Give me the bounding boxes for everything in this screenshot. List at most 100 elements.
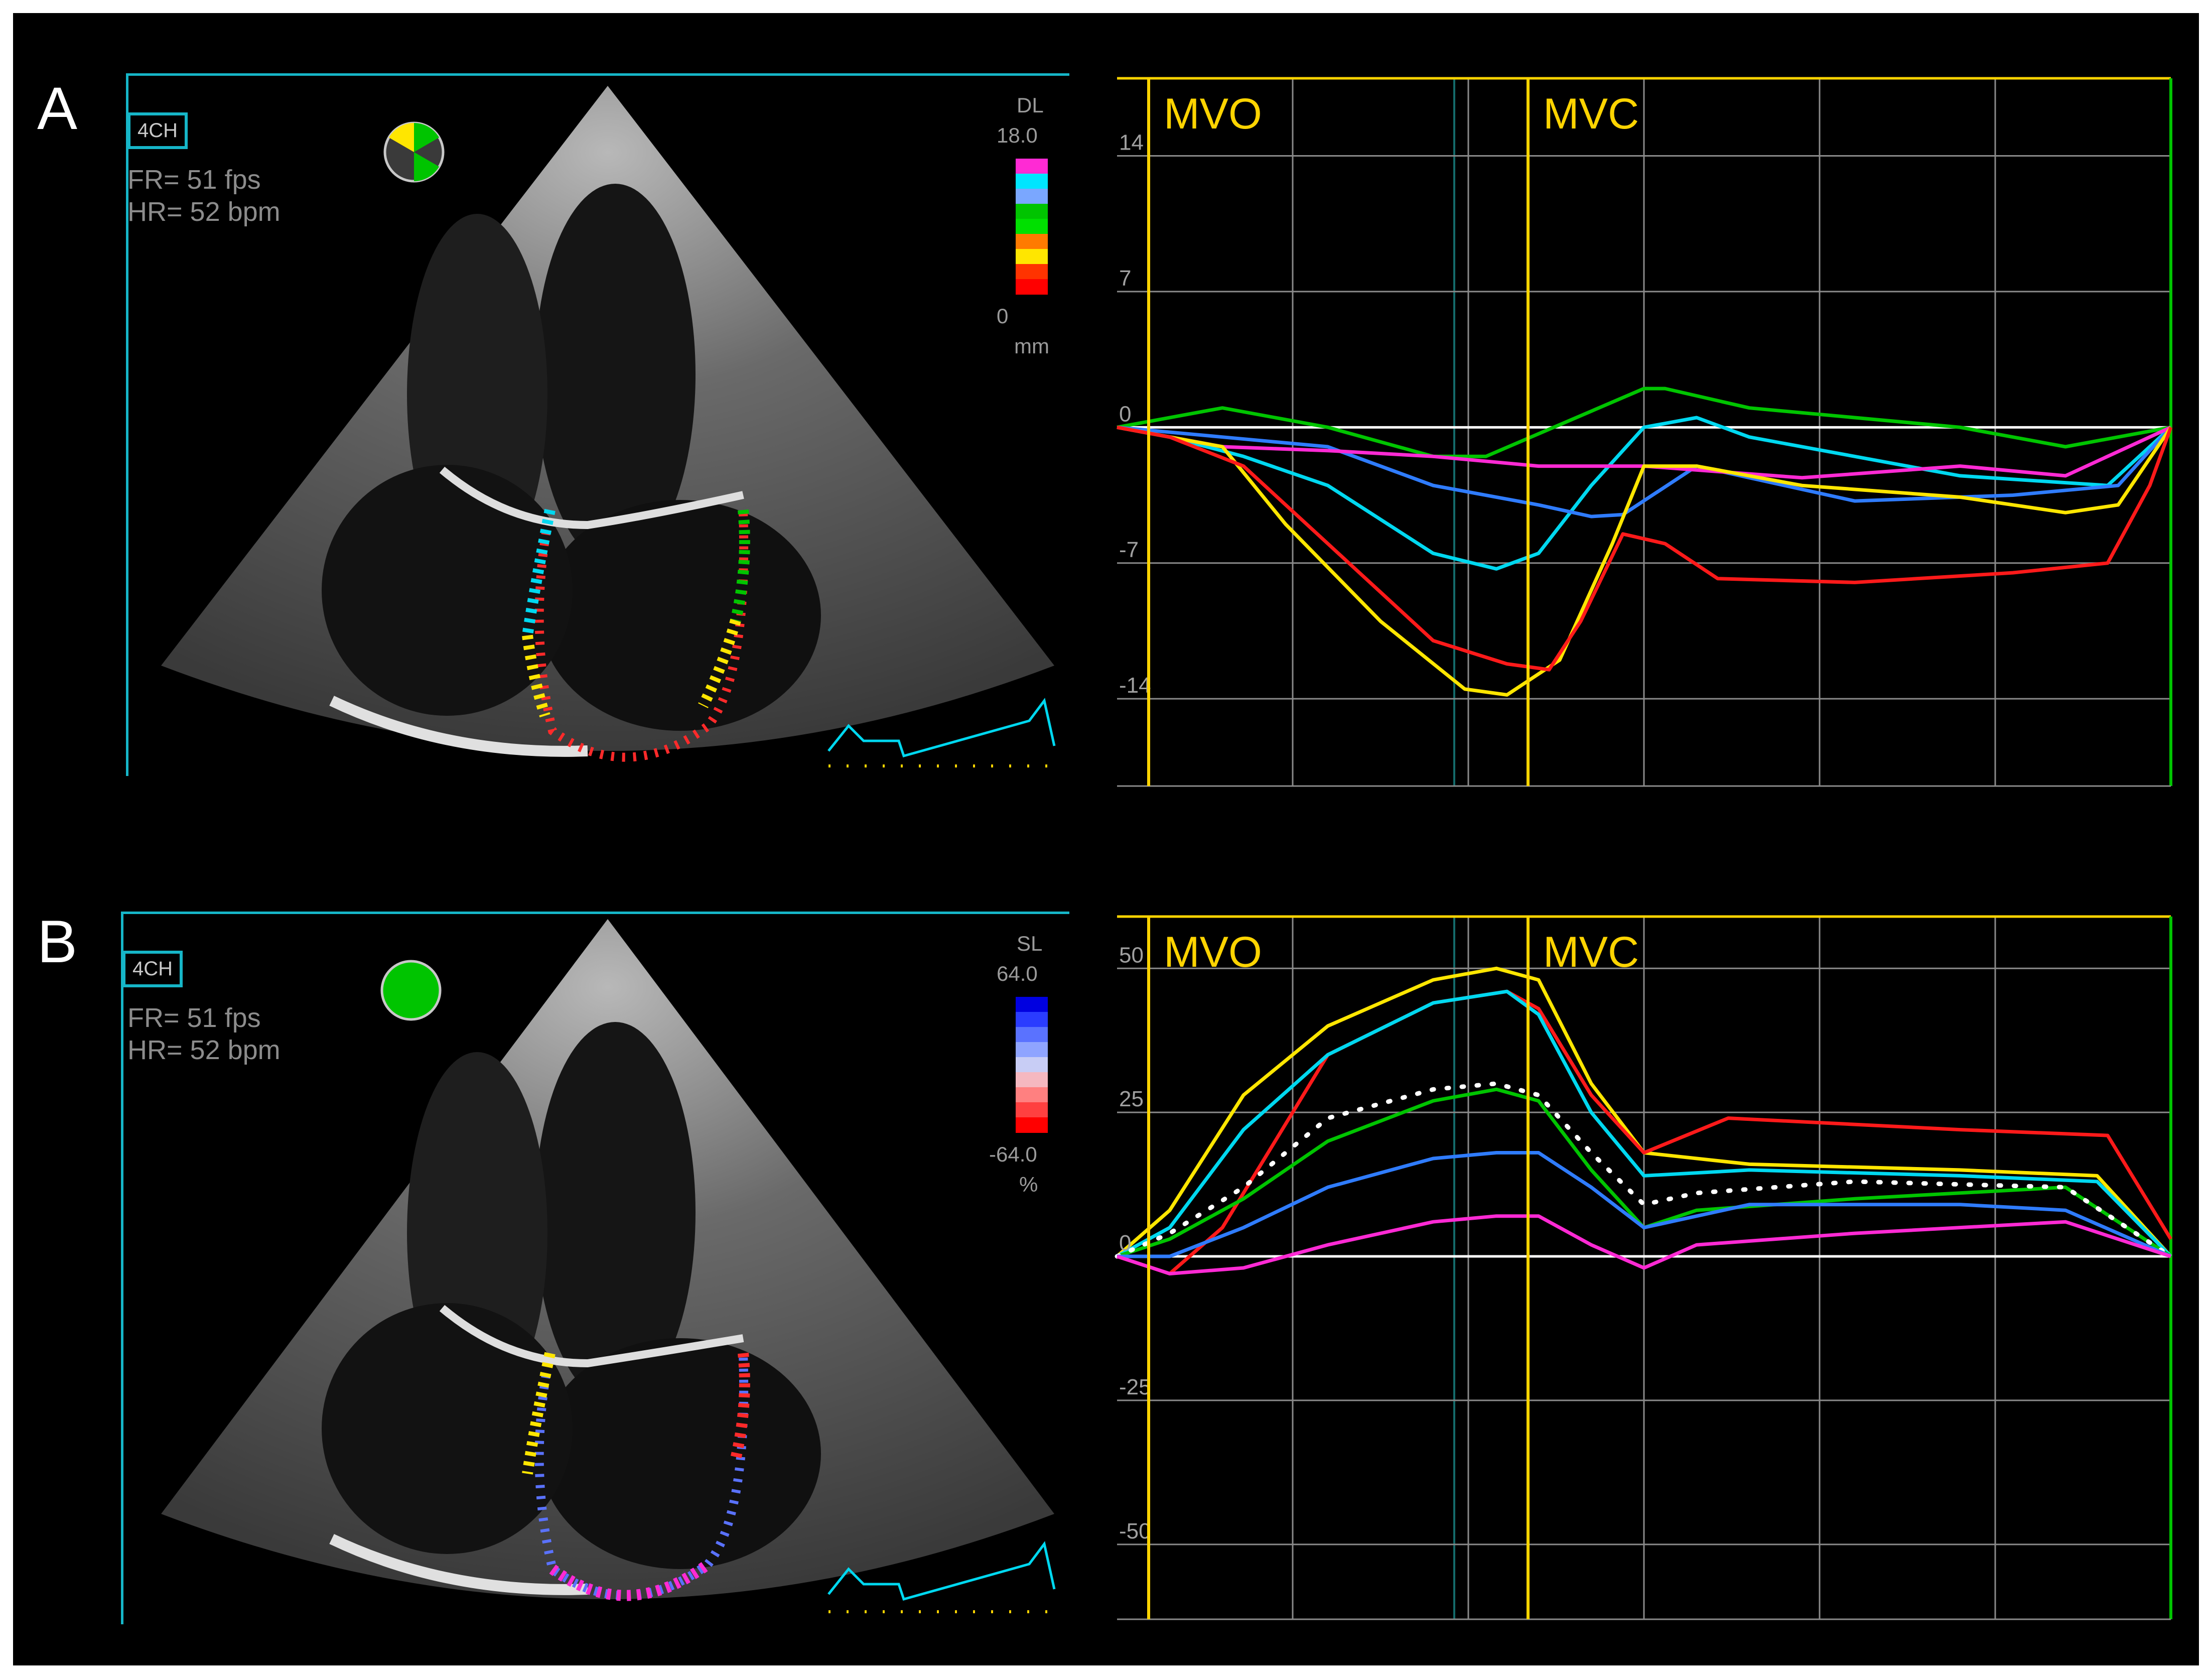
view-tag: 4CH (122, 951, 183, 987)
echo-frame (126, 73, 1069, 776)
tracking-contour-septal (522, 508, 556, 636)
event-markers: MVO MVC (1147, 78, 1639, 786)
series-line (1116, 966, 2172, 1258)
y-tick-label: -50 (1119, 1519, 1151, 1543)
y-tick-label: 25 (1119, 1087, 1144, 1111)
scale-unit: mm (1014, 334, 1049, 358)
color-scale-swatch (1016, 1027, 1048, 1043)
series-line (1116, 989, 2172, 1275)
y-tick-label: 0 (1119, 402, 1131, 426)
color-scale-swatch (1016, 997, 1048, 1012)
color-scale-swatch (1016, 1057, 1048, 1073)
tick-labels: 50 25 0 -25 -50 (1119, 943, 1151, 1543)
color-scale-swatch (1016, 1102, 1048, 1118)
echo-image (161, 919, 1056, 1613)
figure-canvas: A (13, 13, 2199, 1665)
tracking-contour-septal-basal (522, 634, 550, 718)
scale-bottom-value: 0 (997, 304, 1009, 328)
scale-name: DL (1017, 93, 1044, 117)
tracking-contour-lateral (730, 509, 750, 622)
left-atrium-cavity (540, 500, 821, 731)
event-markers: MVO MVC (1147, 917, 1639, 1619)
color-scale-swatch (1016, 1087, 1048, 1103)
ecg-trace (827, 1541, 1056, 1601)
series-line (1117, 425, 2172, 480)
echo-view-b: 4CH FR= 51 fps HR= 52 bpm SL 64.0 -64.0 … (121, 912, 1069, 1624)
mvo-label: MVO (1164, 90, 1262, 138)
echo-view-a: 4CH FR= 51 fps HR= 52 bpm DL 18.0 0 mm (126, 73, 1069, 776)
left-ventricle-cavity (535, 1022, 696, 1403)
y-tick-label: -14 (1119, 673, 1151, 698)
right-atrium-cavity (322, 465, 573, 716)
heart-rate-label: HR= 52 bpm (127, 1035, 281, 1065)
series-line (1116, 1214, 2172, 1275)
panel-label-b: B (37, 908, 78, 975)
segment-wheel-slice (414, 123, 439, 152)
series-line (1116, 989, 2172, 1258)
strain-graph-b: 50 25 0 -25 -50 MVO MVC (1115, 915, 2173, 1620)
y-tick-label: -25 (1119, 1375, 1151, 1399)
scale-top-value: 64.0 (997, 962, 1038, 985)
color-scale-swatch (1016, 1042, 1048, 1058)
series-line (1117, 1151, 2172, 1258)
y-tick-label: 0 (1119, 1231, 1131, 1255)
mvc-label: MVC (1543, 928, 1639, 976)
series-line (1117, 425, 2173, 672)
ecg-trace (827, 698, 1056, 758)
grid (1117, 915, 2172, 1620)
scale-name: SL (1017, 932, 1043, 955)
color-scale-swatch (1016, 219, 1048, 234)
y-tick-label: 50 (1119, 943, 1144, 967)
heart-rate-label: HR= 52 bpm (127, 197, 281, 227)
frame-rate-label: FR= 51 fps (127, 165, 261, 195)
tracking-contour-lateral-basal (698, 619, 741, 708)
segment-wheel-icon (380, 960, 442, 1021)
mvo-label: MVO (1164, 928, 1262, 976)
endocardial-wall (329, 696, 588, 757)
valve-plane (439, 466, 744, 530)
grid (1117, 77, 2172, 787)
y-tick-label: -7 (1119, 538, 1139, 562)
y-tick-label: 7 (1119, 266, 1131, 291)
color-scale-swatch (1016, 234, 1048, 249)
panel-label-a: A (37, 75, 78, 142)
endocardial-wall (329, 1534, 588, 1595)
series-layer (1115, 966, 2173, 1275)
color-scale-bar (1016, 159, 1048, 295)
scale-bottom-value: -64.0 (989, 1142, 1037, 1166)
color-scale-swatch (1016, 159, 1048, 174)
series-layer (1117, 386, 2173, 697)
strain-graph-a: 14 7 0 -7 -14 MVO MVC (1117, 77, 2173, 787)
color-scale-swatch (1016, 189, 1048, 204)
color-scale-swatch (1016, 279, 1048, 295)
series-line (1117, 425, 2172, 519)
tracking-contour-lateral (730, 1352, 750, 1460)
tracking-contour-apical (549, 1560, 712, 1601)
left-ventricle-cavity (535, 184, 696, 565)
y-tick-label: 14 (1119, 131, 1144, 155)
color-scale-swatch (1016, 1072, 1048, 1088)
series-line (1116, 1087, 2172, 1258)
color-scale-bar (1016, 997, 1048, 1133)
color-scale-swatch (1016, 1012, 1048, 1027)
valve-plane (439, 1305, 744, 1368)
color-scale-swatch (1016, 174, 1048, 189)
tick-labels: 14 7 0 -7 -14 (1119, 131, 1151, 698)
series-line (1117, 425, 2172, 697)
scale-top-value: 18.0 (997, 123, 1038, 147)
series-line-average (1115, 1081, 2173, 1259)
mvc-label: MVC (1543, 90, 1639, 138)
series-line (1117, 386, 2171, 458)
color-scale-swatch (1016, 1117, 1048, 1133)
scale-unit: % (1019, 1173, 1038, 1196)
segment-wheel-slice (414, 152, 439, 181)
left-atrium-cavity (540, 1338, 821, 1569)
frame-rate-label: FR= 51 fps (127, 1003, 261, 1033)
color-scale-swatch (1016, 249, 1048, 265)
color-scale-swatch (1016, 264, 1048, 280)
segment-wheel-slice (389, 123, 414, 152)
echo-image (161, 86, 1056, 767)
right-atrium-cavity (322, 1303, 573, 1554)
echo-frame (121, 912, 1069, 1624)
